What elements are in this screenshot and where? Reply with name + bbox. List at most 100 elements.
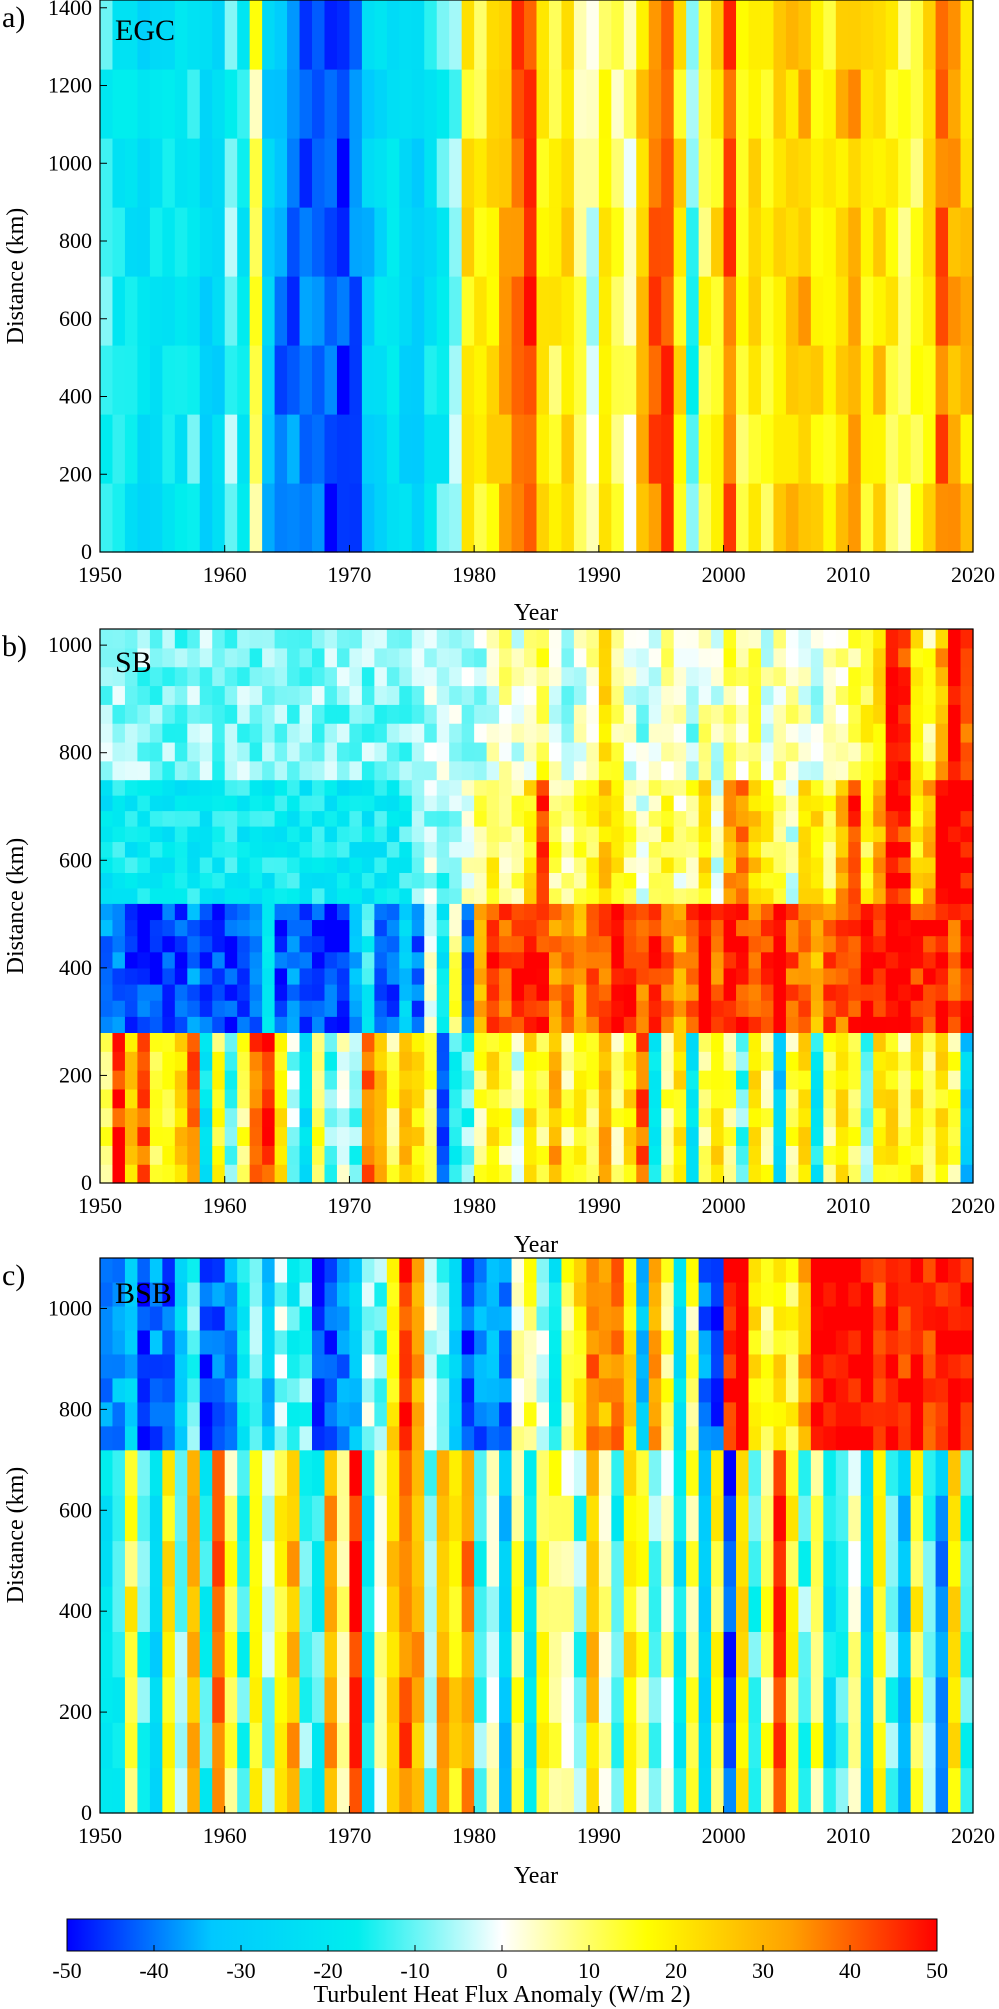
heatmap-cell <box>686 1164 700 1184</box>
heatmap-cell <box>524 1329 538 1355</box>
heatmap-cell <box>760 841 775 858</box>
heatmap-cell <box>860 1767 874 1814</box>
heatmap-cell <box>199 704 213 724</box>
heatmap-cell <box>723 841 737 858</box>
heatmap-cell <box>524 1401 538 1427</box>
heatmap-cell <box>461 345 475 415</box>
heatmap-cell <box>449 1107 463 1128</box>
heatmap-cell <box>524 951 538 969</box>
heatmap-cell <box>174 810 188 827</box>
heatmap-cell <box>411 1449 425 1496</box>
heatmap-cell <box>449 1425 463 1451</box>
heatmap-cell <box>536 0 550 70</box>
heatmap-cell <box>212 483 226 553</box>
heatmap-cell <box>174 704 188 724</box>
heatmap-cell <box>137 1676 151 1723</box>
heatmap-cell <box>511 887 525 904</box>
heatmap-cell <box>336 1016 351 1033</box>
heatmap-cell <box>785 69 799 139</box>
heatmap-cell <box>835 1353 849 1379</box>
heatmap-cell <box>499 1631 513 1678</box>
heatmap-cell <box>910 1540 924 1587</box>
heatmap-cell <box>885 1051 899 1071</box>
heatmap-cell <box>262 951 276 969</box>
heatmap-cell <box>673 345 687 415</box>
heatmap-cell <box>736 810 750 827</box>
heatmap-cell <box>810 741 824 762</box>
heatmap-cell <box>598 810 612 827</box>
heatmap-cell <box>948 810 962 827</box>
heatmap-cell <box>586 685 600 705</box>
heatmap-cell <box>711 825 725 843</box>
heatmap-cell <box>436 1016 450 1033</box>
heatmap-cell <box>336 723 351 743</box>
heatmap-cell <box>536 276 550 346</box>
heatmap-cell <box>149 1377 163 1403</box>
heatmap-cell <box>810 825 824 843</box>
heatmap-cell <box>162 1495 176 1542</box>
heatmap-cell <box>686 666 700 687</box>
heatmap-cell <box>262 723 276 743</box>
heatmap-cell <box>274 760 288 781</box>
heatmap-cell <box>586 1585 600 1632</box>
heatmap-cell <box>898 69 912 139</box>
heatmap-cell <box>349 1305 363 1331</box>
heatmap-cell <box>374 825 388 843</box>
heatmap-cell <box>611 1585 625 1632</box>
heatmap-cell <box>873 666 887 687</box>
heatmap-cell <box>499 1540 513 1587</box>
heatmap-cell <box>823 629 837 649</box>
heatmap-cell <box>361 1281 375 1307</box>
heatmap-cell <box>760 1425 775 1451</box>
heatmap-cell <box>312 1425 326 1451</box>
heatmap-cell <box>686 138 700 208</box>
heatmap-cell <box>773 1070 787 1090</box>
heatmap-cell <box>673 138 687 208</box>
heatmap-cell <box>312 483 326 553</box>
heatmap-cell <box>137 1088 151 1109</box>
heatmap-cell <box>424 1425 438 1451</box>
heatmap-cell <box>124 760 139 781</box>
heatmap-cell <box>885 1425 899 1451</box>
heatmap-cell <box>149 903 163 921</box>
heatmap-cell <box>823 1329 837 1355</box>
heatmap-cell <box>536 1401 550 1427</box>
heatmap-cell <box>823 1585 837 1632</box>
heatmap-cell <box>686 795 700 812</box>
heatmap-cell <box>361 1088 375 1109</box>
heatmap-cell <box>536 856 550 873</box>
heatmap-cell <box>361 1585 375 1632</box>
heatmap-cell <box>399 69 413 139</box>
heatmap-cell <box>224 951 238 969</box>
heatmap-cell <box>361 951 375 969</box>
heatmap-cell <box>386 825 400 843</box>
heatmap-cell <box>611 704 625 724</box>
heatmap-cell <box>885 1585 899 1632</box>
heatmap-cell <box>885 69 899 139</box>
heatmap-cell <box>436 1329 450 1355</box>
heatmap-cell <box>736 779 750 796</box>
heatmap-cell <box>449 1401 463 1427</box>
heatmap-cell <box>262 0 276 70</box>
heatmap-cell <box>124 1016 139 1033</box>
heatmap-cell <box>199 723 213 743</box>
heatmap-cell <box>923 1722 937 1769</box>
heatmap-cell <box>249 872 263 889</box>
heatmap-cell <box>698 629 712 649</box>
heatmap-cell <box>436 1032 450 1052</box>
heatmap-cell <box>524 1676 538 1723</box>
heatmap-cell <box>511 1353 525 1379</box>
heatmap-cell <box>935 779 949 796</box>
heatmap-cell <box>287 414 301 484</box>
heatmap-cell <box>773 1000 787 1017</box>
heatmap-cell <box>374 1449 388 1496</box>
heatmap-cell <box>835 1449 849 1496</box>
heatmap-cell <box>785 1281 799 1307</box>
heatmap-cell <box>698 704 712 724</box>
heatmap-cell <box>810 967 824 985</box>
heatmap-cell <box>324 207 338 277</box>
heatmap-cell <box>611 935 625 953</box>
heatmap-cell <box>648 1070 662 1090</box>
heatmap-cell <box>723 1722 737 1769</box>
x-tick-label: 2010 <box>826 1823 870 1848</box>
